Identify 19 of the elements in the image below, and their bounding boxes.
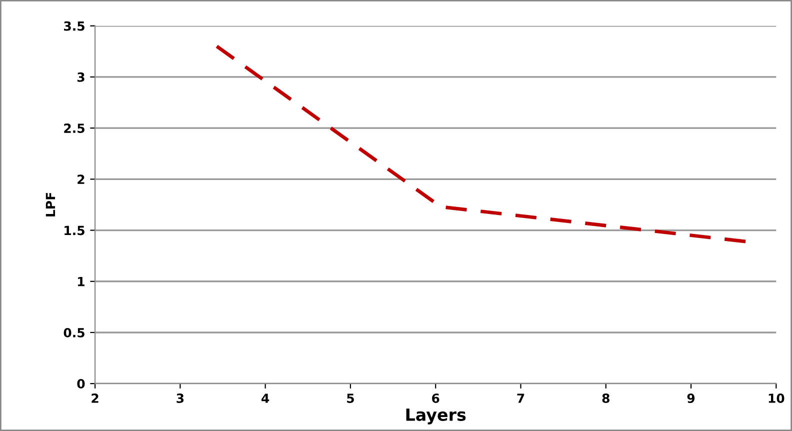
y-tick-label: 3.5 <box>64 21 84 31</box>
y-tick-label: 0 <box>77 379 85 389</box>
y-tick-label: 3 <box>77 72 84 82</box>
x-axis-title: Layers <box>406 408 466 424</box>
x-tick-label: 9 <box>687 394 695 403</box>
x-tick-label: 2 <box>92 394 98 403</box>
x-tick-label: 8 <box>602 394 610 403</box>
y-axis-title: LPF <box>46 192 56 216</box>
y-tick-label: 1.5 <box>64 226 84 236</box>
x-tick-label: 7 <box>517 394 524 403</box>
x-tick-label: 4 <box>262 394 270 403</box>
x-tick-label: 6 <box>432 394 440 403</box>
y-tick-label: 0.5 <box>64 328 84 338</box>
x-tick-label: 10 <box>768 394 784 403</box>
y-tick-label: 2 <box>78 174 84 184</box>
y-tick-label: 1 <box>78 277 84 286</box>
x-tick-label: 3 <box>176 394 184 403</box>
x-tick-label: 5 <box>347 394 354 403</box>
y-tick-label: 2.5 <box>64 124 84 133</box>
